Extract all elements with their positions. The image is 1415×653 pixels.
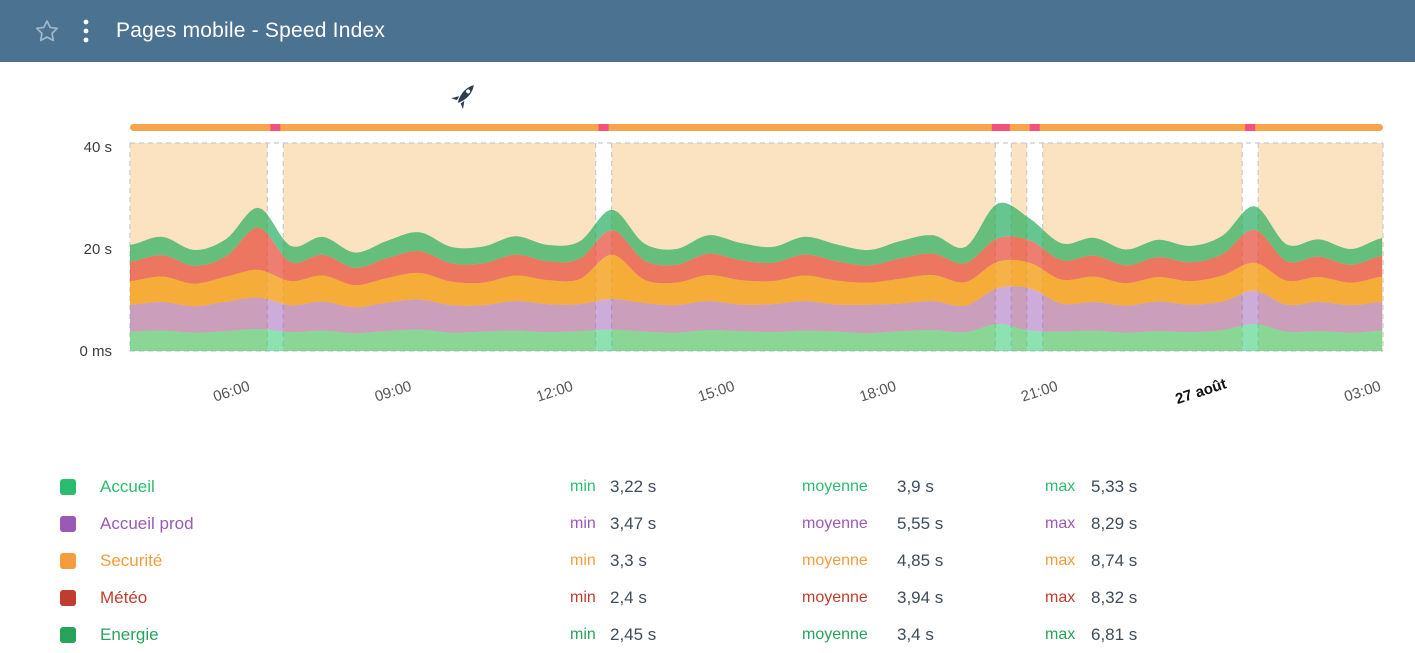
avg-label: moyenne [802,625,868,643]
incident-marker [270,124,281,131]
legend-row-securite[interactable]: Securité min 3,3 s moyenne 4,85 s max 8,… [60,542,1415,579]
svg-text:15:00: 15:00 [696,378,737,406]
svg-text:27 août: 27 août [1173,376,1228,408]
svg-text:12:00: 12:00 [534,378,575,406]
min-label: min [570,588,596,606]
min-value: 3,47 s [610,513,657,533]
avg-value: 3,9 s [897,476,934,496]
min-value: 3,22 s [610,476,657,496]
svg-text:03:00: 03:00 [1342,378,1383,406]
legend-row-energie[interactable]: Energie min 2,45 s moyenne 3,4 s max 6,8… [60,616,1415,653]
series-legend: Accueil min 3,22 s moyenne 3,9 s max 5,3… [60,468,1415,653]
series-name: Accueil [100,476,155,496]
min-label: min [570,477,596,495]
min-label: min [570,625,596,643]
svg-text:06:00: 06:00 [211,378,252,406]
series-name: Securité [100,550,163,570]
area-series [130,202,1382,268]
area-series [130,286,1382,334]
status-timeline [130,124,1383,131]
kebab-menu-icon[interactable] [78,16,94,46]
svg-text:09:00: 09:00 [373,378,414,406]
max-value: 6,81 s [1091,624,1138,644]
avg-value: 4,85 s [897,550,944,570]
series-name: Accueil prod [100,513,194,533]
avg-value: 3,94 s [897,587,944,607]
max-value: 5,33 s [1091,476,1138,496]
svg-text:21:00: 21:00 [1019,378,1060,406]
series-color-swatch [60,515,76,532]
incident-marker [1245,124,1256,131]
svg-text:0 ms: 0 ms [79,343,112,360]
min-label: min [570,514,596,532]
avg-label: moyenne [802,588,868,606]
incident-marker [598,124,609,131]
svg-text:18:00: 18:00 [857,378,898,406]
avg-label: moyenne [802,551,868,569]
page-title: Pages mobile - Speed Index [116,19,386,42]
max-value: 8,74 s [1091,550,1138,570]
legend-row-meteo[interactable]: Météo min 2,4 s moyenne 3,94 s max 8,32 … [60,579,1415,616]
speed-index-chart[interactable]: 40 s 20 s 0 ms 06:00 09:00 12:00 15:00 18:00 21:… [0,62,1415,454]
svg-text:40 s: 40 s [84,139,112,156]
legend-row-accueil[interactable]: Accueil min 3,22 s moyenne 3,9 s max 5,3… [60,468,1415,505]
series-name: Météo [100,587,148,607]
max-label: max [1045,551,1076,569]
area-series [130,324,1382,351]
min-value: 3,3 s [610,550,647,570]
avg-label: moyenne [802,514,868,532]
max-label: max [1045,477,1076,495]
area-series [130,254,1382,308]
legend-row-accueil-prod[interactable]: Accueil prod min 3,47 s moyenne 5,55 s m… [60,505,1415,542]
min-value: 2,45 s [610,624,657,644]
avg-value: 5,55 s [897,513,944,533]
rocket-icon [451,85,474,110]
favorite-star-icon[interactable] [32,16,62,46]
min-value: 2,4 s [610,587,647,607]
max-value: 8,29 s [1091,513,1138,533]
series-color-swatch [60,478,76,495]
max-label: max [1045,588,1076,606]
avg-value: 3,4 s [897,624,934,644]
chart-area: 40 s 20 s 0 ms 06:00 09:00 12:00 15:00 18:00 21:… [0,62,1415,454]
max-label: max [1045,625,1076,643]
max-label: max [1045,514,1076,532]
svg-text:20 s: 20 s [84,241,112,258]
avg-label: moyenne [802,477,868,495]
series-name: Energie [100,624,159,644]
widget-header: Pages mobile - Speed Index [0,0,1415,62]
series-color-swatch [60,589,76,606]
series-color-swatch [60,626,76,643]
series-color-swatch [60,552,76,569]
max-value: 8,32 s [1091,587,1138,607]
incident-marker [991,124,1010,131]
min-label: min [570,551,596,569]
incident-marker [1029,124,1040,131]
area-series [130,227,1382,286]
